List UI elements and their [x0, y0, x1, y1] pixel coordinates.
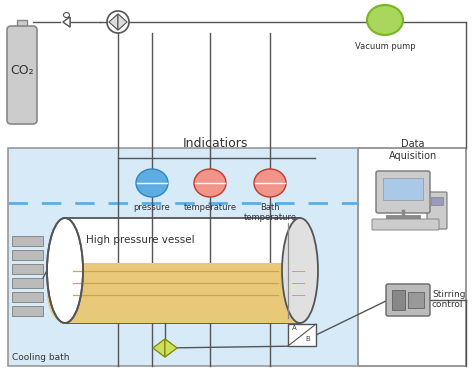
Ellipse shape [254, 169, 286, 197]
Ellipse shape [194, 169, 226, 197]
Bar [17, 20, 27, 32]
Text: temperature: temperature [183, 203, 237, 212]
Bar [8, 148, 358, 366]
Text: Cooling bath: Cooling bath [12, 353, 70, 362]
Polygon shape [63, 17, 70, 27]
Ellipse shape [64, 12, 70, 17]
Bar [392, 290, 405, 310]
FancyBboxPatch shape [427, 192, 447, 229]
Polygon shape [109, 14, 118, 30]
Text: Bath
temperature: Bath temperature [244, 203, 297, 222]
Polygon shape [153, 339, 165, 357]
Polygon shape [63, 17, 70, 27]
FancyBboxPatch shape [386, 284, 430, 316]
Text: A: A [292, 325, 297, 331]
Bar [383, 178, 423, 200]
Polygon shape [165, 339, 177, 357]
Text: B: B [305, 336, 310, 342]
Bar [408, 292, 424, 308]
Ellipse shape [136, 169, 168, 197]
FancyBboxPatch shape [372, 219, 439, 230]
Bar [65, 218, 300, 323]
Polygon shape [109, 14, 118, 30]
FancyBboxPatch shape [376, 171, 430, 213]
Ellipse shape [282, 218, 318, 323]
Bar [431, 197, 443, 205]
Bar [12, 306, 43, 316]
Text: Stirring
control: Stirring control [432, 290, 465, 310]
Bar [288, 324, 316, 346]
Text: CO₂: CO₂ [10, 64, 34, 77]
Text: Indicatiors: Indicatiors [182, 137, 248, 150]
Text: Data
Aquisition: Data Aquisition [389, 139, 437, 161]
Text: pressure: pressure [134, 203, 170, 212]
Bar [65, 263, 300, 323]
Ellipse shape [367, 5, 403, 35]
Polygon shape [165, 339, 177, 357]
Ellipse shape [107, 11, 129, 33]
FancyBboxPatch shape [7, 26, 37, 124]
Bar [12, 292, 43, 302]
Polygon shape [118, 14, 127, 30]
Bar [12, 278, 43, 288]
Ellipse shape [47, 218, 83, 323]
Text: Vacuum pump: Vacuum pump [355, 42, 415, 51]
Bar [12, 264, 43, 274]
Text: High pressure vessel: High pressure vessel [86, 235, 194, 245]
Polygon shape [153, 339, 165, 357]
Bar [12, 250, 43, 260]
Bar [12, 236, 43, 246]
Ellipse shape [47, 263, 83, 323]
Polygon shape [118, 14, 127, 30]
